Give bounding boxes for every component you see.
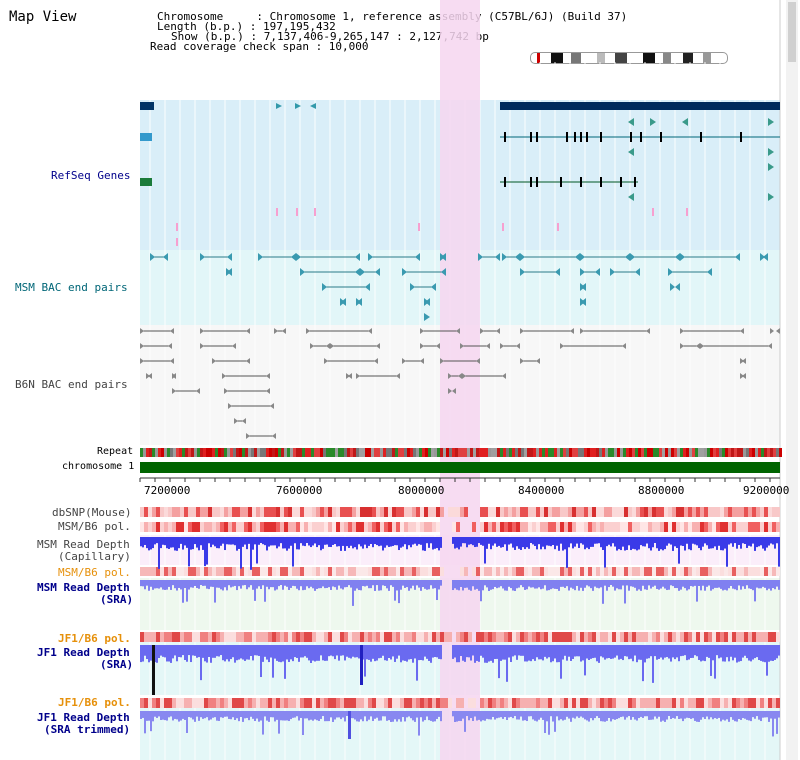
track-label-msm-b6-pol-2[interactable]: MSM/B6 pol.	[58, 566, 131, 579]
length-info: Length (b.p.) : 197,195,432	[157, 20, 336, 33]
track-label-chromosome[interactable]: chromosome 1	[62, 461, 135, 472]
refseq-genes[interactable]	[140, 102, 780, 246]
page-title: Map View	[9, 9, 77, 25]
axis-tick-label: 8800000	[638, 484, 685, 497]
track-label-msm-depth-sra-sub: (SRA)	[100, 593, 134, 606]
track-label-dbsnp[interactable]: dbSNP(Mouse)	[52, 506, 132, 519]
axis-tick-label: 7600000	[276, 484, 323, 497]
msm-bac-end-pairs[interactable]	[150, 253, 768, 321]
scrollbar-thumb[interactable]	[788, 2, 796, 62]
repeat-track[interactable]	[140, 448, 782, 457]
track-label-jf1-depth-trimmed[interactable]: JF1 Read Depth	[37, 711, 130, 724]
track-label-b6n-bac[interactable]: B6N BAC end pairs	[15, 378, 128, 391]
chromosome-ideogram[interactable]	[530, 52, 728, 64]
track-label-msm-depth-capillary[interactable]: MSM Read Depth	[37, 538, 130, 551]
track-label-jf1-depth-sra-sub: (SRA)	[100, 658, 134, 671]
heat-tracks[interactable]	[140, 507, 780, 708]
track-label-repeat[interactable]: Repeat	[97, 446, 134, 457]
track-label-jf1-depth-sra[interactable]: JF1 Read Depth	[37, 646, 130, 659]
track-label-jf1-b6-pol[interactable]: JF1/B6 pol.	[58, 632, 131, 645]
depth-tracks[interactable]	[140, 537, 780, 739]
axis-tick-label: 8400000	[518, 484, 565, 497]
axis-tick-label: 8000000	[398, 484, 445, 497]
show-range-info: Show (b.p.) : 7,137,406-9,265,147 : 2,12…	[171, 30, 489, 43]
track-label-jf1-b6-pol-2[interactable]: JF1/B6 pol.	[58, 696, 131, 709]
position-axis	[139, 477, 780, 482]
axis-tick-label: 7200000	[144, 484, 191, 497]
track-label-msm-depth-capillary-sub: (Capillary)	[58, 550, 131, 563]
read-span-info: Read coverage check span : 10,000	[150, 40, 369, 53]
chromosome-bar[interactable]	[140, 462, 780, 473]
track-label-msm-b6-pol[interactable]: MSM/B6 pol.	[58, 520, 131, 533]
b6n-bac-end-pairs[interactable]	[140, 328, 780, 439]
track-label-msm-bac[interactable]: MSM BAC end pairs	[15, 281, 128, 294]
track-label-refseq[interactable]: RefSeq Genes	[51, 169, 131, 182]
track-label-msm-depth-sra[interactable]: MSM Read Depth	[37, 581, 130, 594]
scrollbar[interactable]	[786, 0, 798, 760]
axis-tick-label: 9200000	[743, 484, 790, 497]
track-label-jf1-depth-trimmed-sub: (SRA trimmed)	[44, 723, 131, 736]
